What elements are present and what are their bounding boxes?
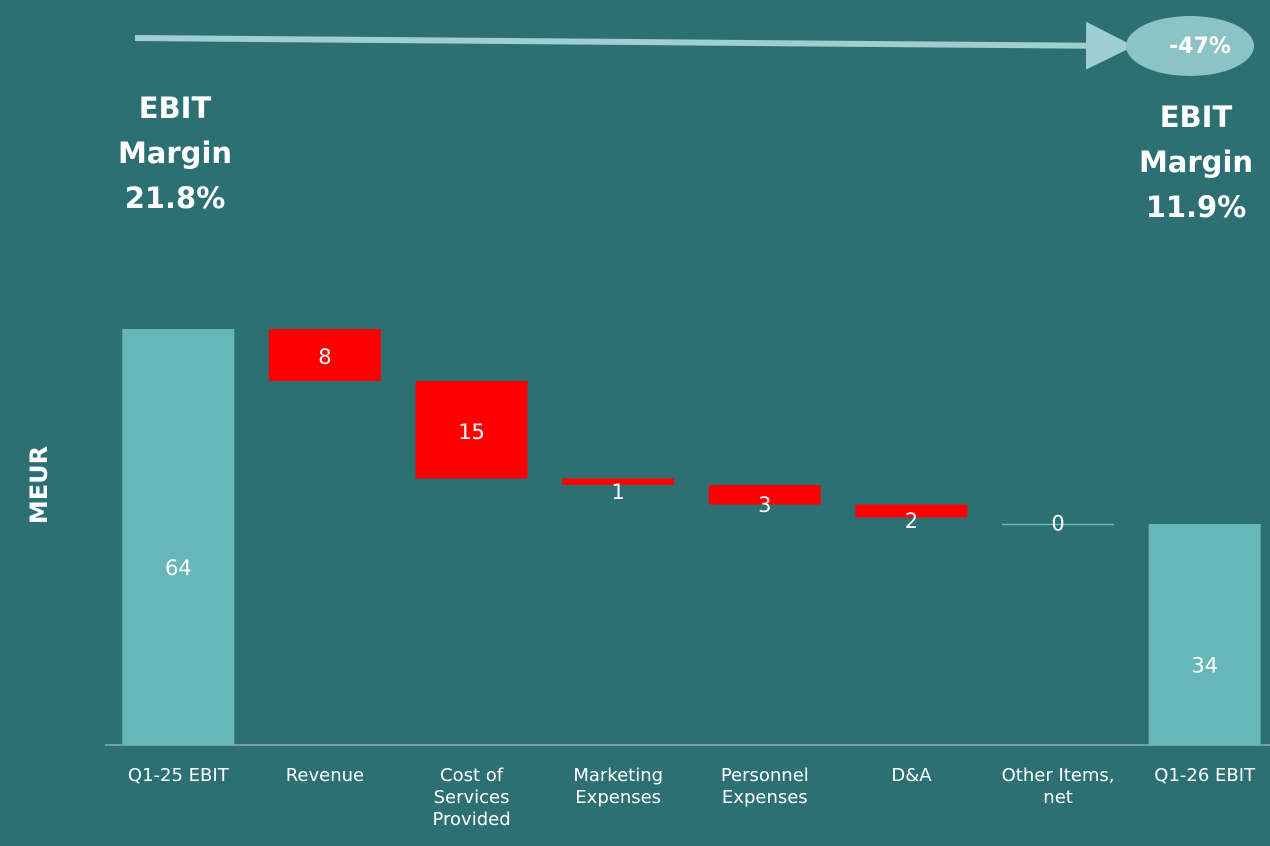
trend-arrow	[135, 38, 1122, 46]
value-label: 3	[758, 493, 771, 517]
value-label: 34	[1191, 654, 1218, 678]
x-tick-label: Revenue	[265, 765, 385, 787]
end-margin-note: 11.9%	[1116, 185, 1270, 230]
y-axis-label: MEUR	[25, 446, 53, 524]
start-margin-note: EBIT	[95, 86, 255, 131]
x-tick-label: Q1-26 EBIT	[1145, 765, 1265, 787]
page: -47% MEUR 64815132034 (() => { const dat…	[0, 0, 1270, 846]
x-tick-label: Marketing Expenses	[558, 765, 678, 809]
value-label: 0	[1051, 512, 1064, 536]
start-margin-note: 21.8%	[95, 176, 255, 221]
start-margin-note: Margin	[95, 131, 255, 176]
bar	[1149, 524, 1261, 745]
change-label: -47%	[1169, 34, 1231, 59]
x-tick-label: Q1-25 EBIT	[118, 765, 238, 787]
value-label: 64	[165, 556, 192, 580]
x-tick-label: Other Items, net	[998, 765, 1118, 809]
value-label: 15	[458, 420, 485, 444]
end-margin-note: Margin	[1116, 140, 1270, 185]
x-tick-label: D&A	[851, 765, 971, 787]
x-tick-label: Cost of Services Provided	[412, 765, 532, 831]
bar	[122, 329, 234, 745]
value-label: 2	[905, 509, 918, 533]
end-margin-note: EBIT	[1116, 95, 1270, 140]
x-tick-label: Personnel Expenses	[705, 765, 825, 809]
value-label: 8	[318, 345, 331, 369]
value-label: 1	[612, 480, 625, 504]
